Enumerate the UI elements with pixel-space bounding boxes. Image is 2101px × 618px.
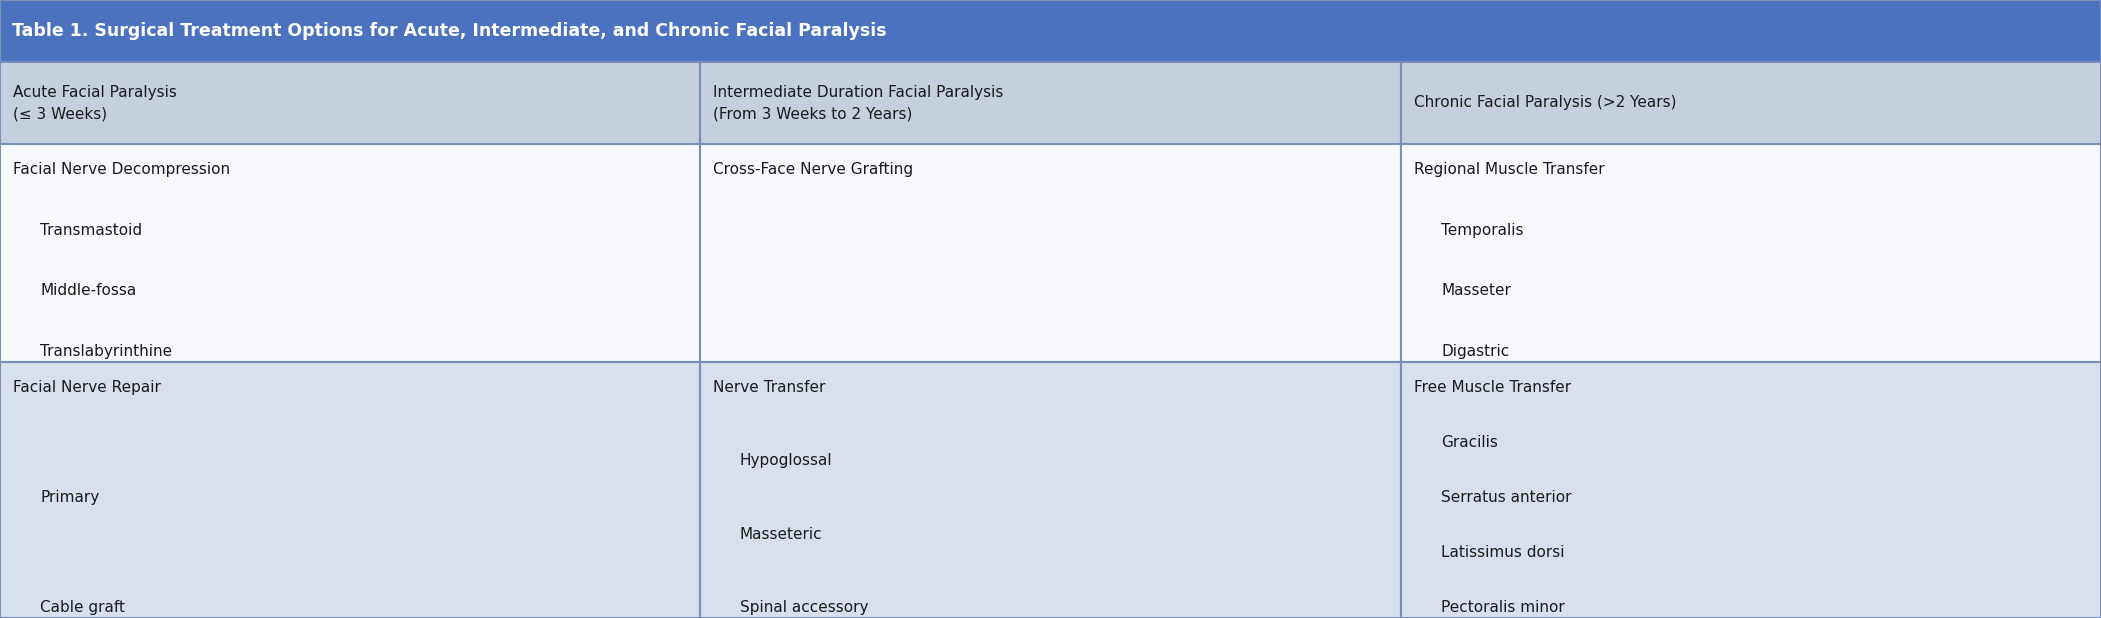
Text: Chronic Facial Paralysis (>2 Years): Chronic Facial Paralysis (>2 Years) <box>1414 96 1677 111</box>
Bar <box>0 0 2101 62</box>
Text: Pectoralis minor: Pectoralis minor <box>1441 600 1565 615</box>
Bar <box>700 62 1401 144</box>
Text: Transmastoid: Transmastoid <box>40 222 143 238</box>
Text: Facial Nerve Decompression: Facial Nerve Decompression <box>13 162 231 177</box>
Text: Hypoglossal: Hypoglossal <box>740 454 832 468</box>
Text: Regional Muscle Transfer: Regional Muscle Transfer <box>1414 162 1605 177</box>
Text: Gracilis: Gracilis <box>1441 435 1498 450</box>
Text: Cross-Face Nerve Grafting: Cross-Face Nerve Grafting <box>712 162 912 177</box>
Text: Intermediate Duration Facial Paralysis: Intermediate Duration Facial Paralysis <box>712 85 1002 99</box>
Text: Cable graft: Cable graft <box>40 600 124 615</box>
Text: Middle-fossa: Middle-fossa <box>40 283 137 298</box>
Text: Primary: Primary <box>40 490 99 505</box>
Bar <box>1401 62 2101 144</box>
Text: Table 1. Surgical Treatment Options for Acute, Intermediate, and Chronic Facial : Table 1. Surgical Treatment Options for … <box>13 22 887 40</box>
Text: Masseteric: Masseteric <box>740 527 821 541</box>
Text: Acute Facial Paralysis: Acute Facial Paralysis <box>13 85 176 99</box>
Text: Serratus anterior: Serratus anterior <box>1441 490 1572 505</box>
Bar <box>700 144 1401 362</box>
Text: Digastric: Digastric <box>1441 344 1511 359</box>
Bar <box>1401 362 2101 618</box>
Text: (≤ 3 Weeks): (≤ 3 Weeks) <box>13 106 107 122</box>
Text: Latissimus dorsi: Latissimus dorsi <box>1441 545 1565 560</box>
Text: Facial Nerve Repair: Facial Nerve Repair <box>13 380 162 395</box>
Text: Free Muscle Transfer: Free Muscle Transfer <box>1414 380 1572 395</box>
Text: Translabyrinthine: Translabyrinthine <box>40 344 172 359</box>
Text: Temporalis: Temporalis <box>1441 222 1523 238</box>
Text: Nerve Transfer: Nerve Transfer <box>712 380 826 395</box>
Bar <box>700 362 1401 618</box>
Bar <box>0 144 700 362</box>
Text: Masseter: Masseter <box>1441 283 1511 298</box>
Bar <box>0 62 700 144</box>
Bar <box>1401 144 2101 362</box>
Text: (From 3 Weeks to 2 Years): (From 3 Weeks to 2 Years) <box>712 106 912 122</box>
Text: Spinal accessory: Spinal accessory <box>740 600 868 615</box>
Bar <box>0 362 700 618</box>
